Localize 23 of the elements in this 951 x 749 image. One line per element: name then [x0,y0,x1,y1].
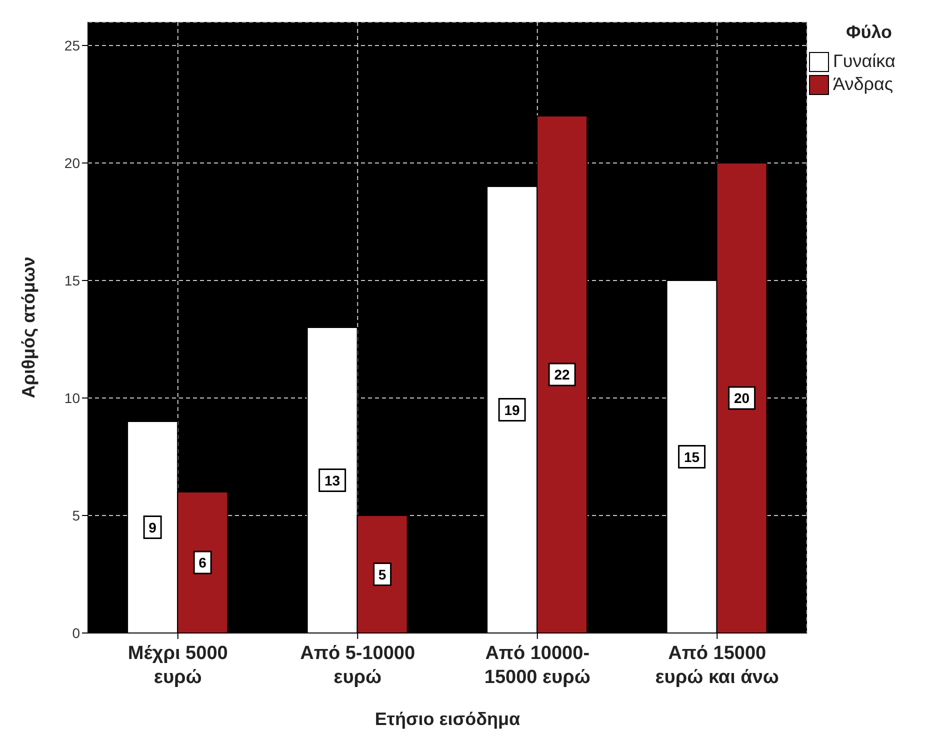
data-label: 5 [378,566,386,582]
y-tick-label: 0 [72,624,80,641]
data-label: 20 [734,390,750,406]
y-tick-label: 20 [64,154,80,171]
x-tick-label: Από 5-10000 ευρώ [300,643,416,688]
x-axis-title: Ετήσιο εισόδημα [374,709,520,729]
data-label: 6 [198,554,207,570]
legend-title: Φύλο [844,22,894,43]
legend-label: Γυναίκα [833,51,896,72]
x-tick-label: Από 10000-15000 ευρώ [484,643,590,688]
legend-label: Άνδρας [833,74,894,95]
data-label: 15 [684,448,700,465]
data-label: 22 [554,366,570,382]
y-tick-label: 15 [64,272,80,288]
x-tick-label: Από 15000 ευρώ και άνω [655,643,779,688]
data-label: 13 [324,472,340,488]
data-label: 19 [504,402,520,418]
x-tick-label: Μέχρι 5000 ευρώ [128,643,228,688]
y-tick-label: 5 [72,507,80,524]
y-tick-label: 10 [64,390,80,406]
y-axis-title: Αριθμός ατόμων [18,256,38,398]
data-label: 9 [148,519,157,536]
y-tick-label: 25 [64,37,80,54]
